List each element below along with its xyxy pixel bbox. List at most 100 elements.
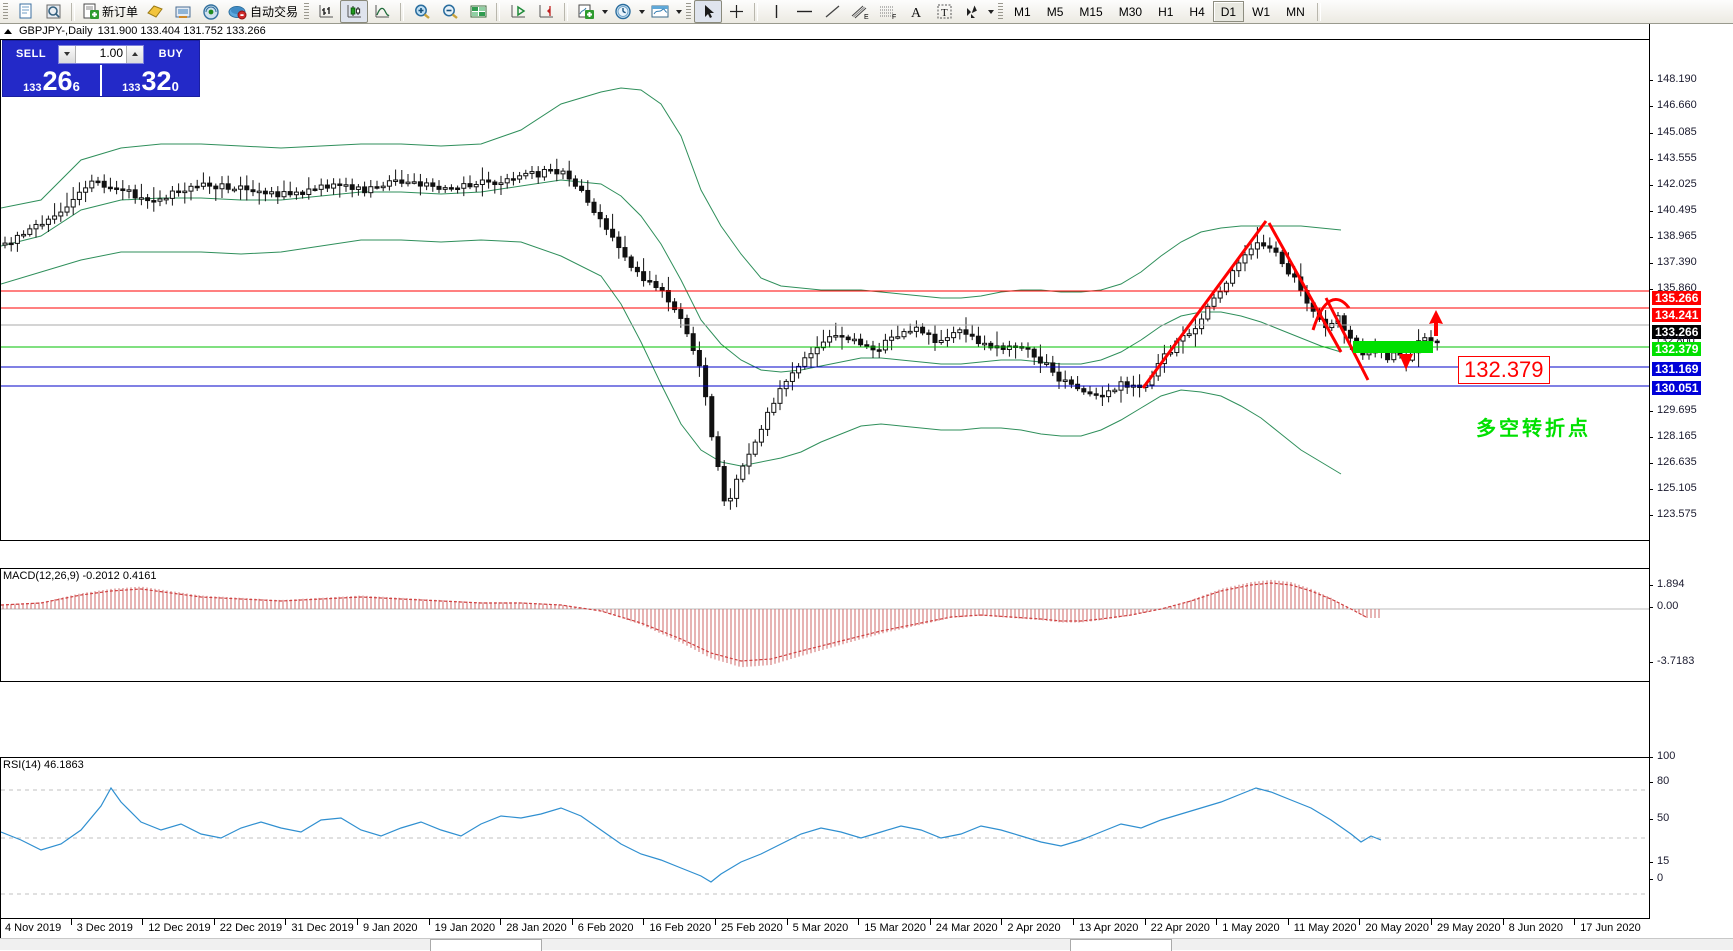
data-window-icon[interactable]: [464, 0, 492, 23]
timeframe-d1[interactable]: D1: [1212, 1, 1245, 22]
macd-histogram: [2, 579, 1380, 668]
zoom-in-icon[interactable]: [408, 0, 436, 23]
price-axis[interactable]: 148.190 146.660 145.085 143.555 142.025 140.4…: [1648, 24, 1733, 925]
period-clock-icon[interactable]: [609, 0, 637, 23]
timeframe-w1[interactable]: W1: [1252, 4, 1271, 19]
candle-body: [721, 466, 727, 502]
macd-panel[interactable]: [0, 568, 1650, 682]
horizontal-line-icon[interactable]: [790, 0, 818, 23]
vertical-line-icon[interactable]: [762, 0, 790, 23]
zoom-out-icon[interactable]: [436, 0, 464, 23]
line-chart-icon[interactable]: [368, 0, 396, 23]
timeframe-m30[interactable]: M30: [1118, 4, 1143, 19]
price-level-label[interactable]: 132.379: [1652, 342, 1702, 356]
candle-body: [114, 187, 120, 190]
timeframe-h1[interactable]: H1: [1158, 4, 1174, 19]
candle-body: [634, 266, 640, 273]
volume-decrease-button[interactable]: [59, 45, 76, 63]
price-level-label[interactable]: 130.051: [1652, 381, 1702, 395]
period-dropdown-arrow[interactable]: [637, 1, 646, 22]
time-axis[interactable]: 4 Nov 2019 3 Dec 2019 12 Dec 2019 22 Dec 20…: [0, 918, 1650, 940]
status-tab-2[interactable]: [1070, 939, 1172, 951]
toolbar-grip[interactable]: [3, 2, 8, 21]
autotrading-button[interactable]: 自动交易: [225, 0, 301, 23]
arrows-dropdown-arrow[interactable]: [986, 1, 995, 22]
expert-advisors-icon[interactable]: [141, 0, 169, 23]
sell-price[interactable]: 133 26 6: [3, 65, 100, 96]
candle-body: [517, 175, 523, 180]
text-icon[interactable]: A: [902, 0, 930, 23]
volume-increase-button[interactable]: [126, 45, 143, 63]
time-axis-separator: [357, 919, 358, 925]
rsi-panel[interactable]: [0, 757, 1650, 919]
candle-body: [269, 191, 275, 195]
crosshair-icon[interactable]: [722, 0, 750, 23]
sell-button[interactable]: SELL: [15, 48, 47, 60]
templates-dropdown-arrow[interactable]: [674, 1, 683, 22]
sell-price-main: 26: [42, 66, 73, 96]
price-level-label[interactable]: 131.169: [1652, 362, 1702, 376]
new-chart-icon[interactable]: [11, 0, 39, 23]
candlestick-chart-icon[interactable]: [340, 0, 369, 23]
new-order-button[interactable]: 新订单: [79, 0, 141, 23]
timeframe-m15[interactable]: M15: [1079, 4, 1103, 19]
price-level-label[interactable]: 134.241: [1652, 308, 1702, 322]
add-indicator-dropdown-arrow[interactable]: [600, 1, 609, 22]
toolbar-grip-4[interactable]: [998, 2, 1004, 21]
sell-price-prefix: 133: [23, 82, 42, 94]
candle-body: [510, 178, 516, 181]
volume-input[interactable]: 1.00: [58, 44, 144, 64]
candle-body: [690, 333, 696, 351]
candle-body: [870, 345, 876, 351]
candle-body: [696, 349, 702, 367]
fibonacci-icon[interactable]: F: [874, 0, 902, 23]
time-axis-tick: 5 Mar 2020: [792, 922, 849, 934]
price-chart-panel[interactable]: [0, 39, 1650, 541]
equidistant-channel-icon[interactable]: E: [846, 0, 874, 23]
add-indicator-icon[interactable]: [572, 0, 600, 23]
candle-body: [814, 347, 820, 355]
text-label-icon[interactable]: T: [930, 0, 958, 23]
trendline-icon[interactable]: [818, 0, 846, 23]
candle-body: [1391, 352, 1397, 361]
bar-chart-icon[interactable]: [312, 0, 340, 23]
green-support-highlight: [1353, 341, 1433, 353]
templates-icon[interactable]: [646, 0, 674, 23]
candle-body: [591, 201, 597, 213]
candle-body: [1050, 362, 1056, 373]
buy-price[interactable]: 133 32 0: [100, 65, 199, 96]
bollinger-lower-band: [1, 239, 1342, 475]
market-icon[interactable]: [169, 0, 197, 23]
status-tab-1[interactable]: [430, 939, 542, 951]
candle-body: [1273, 247, 1279, 253]
price-chart-svg: [1, 87, 1650, 510]
toolbar-grip-2[interactable]: [304, 2, 310, 21]
chart-shift-icon[interactable]: [532, 0, 560, 23]
timeframe-m5[interactable]: M5: [1046, 4, 1064, 19]
cursor-icon[interactable]: [694, 0, 723, 23]
timeframe-h4[interactable]: H4: [1189, 4, 1205, 19]
candle-body: [231, 188, 237, 192]
time-axis-separator: [571, 919, 573, 925]
price-level-label[interactable]: 133.266: [1652, 325, 1702, 339]
one-click-trading-panel[interactable]: SELL 1.00 BUY 133 26 6 133 32 0: [2, 40, 200, 97]
timeframe-mn[interactable]: MN: [1286, 4, 1305, 19]
candle-body: [163, 197, 169, 201]
candle-body: [219, 183, 225, 190]
volume-value[interactable]: 1.00: [99, 45, 123, 60]
buy-button[interactable]: BUY: [158, 48, 184, 60]
profiles-icon[interactable]: [39, 0, 67, 23]
auto-scroll-icon[interactable]: [504, 0, 532, 23]
price-level-label[interactable]: 135.266: [1652, 291, 1702, 305]
price-tick: 123.575: [1649, 508, 1697, 520]
toolbar-grip-3[interactable]: [686, 2, 692, 21]
candle-body: [920, 326, 926, 334]
one-click-trading-header: SELL 1.00 BUY: [3, 41, 199, 65]
signals-icon[interactable]: [197, 0, 225, 23]
candle-body: [715, 436, 721, 468]
candle-body: [21, 233, 27, 237]
arrows-icon[interactable]: [958, 0, 986, 23]
time-axis-separator: [1431, 919, 1432, 925]
chart-menu-triangle-icon[interactable]: [4, 28, 12, 34]
timeframe-m1[interactable]: M1: [1014, 4, 1031, 19]
